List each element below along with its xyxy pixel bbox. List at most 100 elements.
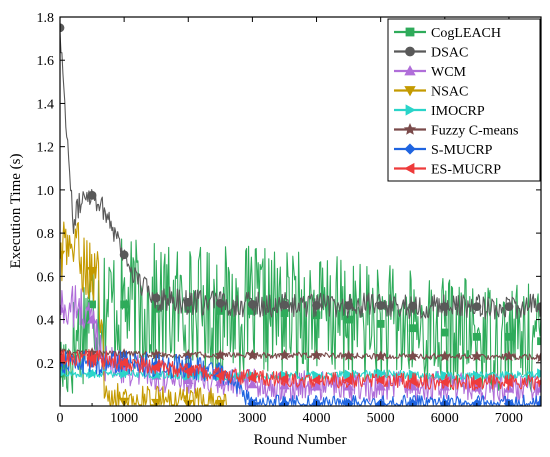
y-tick-label: 1.6 [37,54,55,69]
y-tick-label: 0.2 [37,357,55,372]
point-es-mucrp [60,353,64,364]
series-line-dsac [60,32,541,320]
point-fuzzy-c-means [342,349,355,361]
point-dsac [344,301,354,310]
point-wcm [86,314,98,324]
point-es-mucrp [471,377,481,388]
y-tick-label: 1.8 [37,11,55,26]
y-tick-label: 1.0 [37,184,55,199]
series-line-es-mucrp [60,349,541,391]
point-fuzzy-c-means [278,349,291,361]
point-es-mucrp [247,372,257,384]
point-fuzzy-c-means [310,349,323,361]
point-fuzzy-c-means [535,351,541,363]
point-fuzzy-c-means [407,350,419,362]
point-es-mucrp [182,366,193,377]
point-fuzzy-c-means [503,350,515,362]
point-es-mucrp [279,373,289,385]
point-dsac [87,190,97,200]
legend-item-nsac: NSAC [394,85,468,100]
x-tick-label: 7000 [495,411,523,426]
point-cogleach [505,332,513,341]
series-line-fuzzy-c-means [60,348,541,361]
point-wcm [535,383,541,393]
point-dsac [504,302,514,311]
series-dsac [60,23,541,320]
point-nsac [86,266,98,277]
y-tick-label: 0.8 [37,227,55,242]
point-es-mucrp [214,370,225,381]
point-imocrp [120,368,130,379]
point-wcm [247,379,258,389]
point-cogleach [537,337,541,346]
point-cogleach [344,315,353,324]
point-dsac [440,302,450,311]
point-s-mucrp [535,398,541,406]
legend-label: WCM [431,65,467,80]
point-dsac [215,298,225,308]
legend-marker-imocrp [405,104,416,116]
x-tick-label: 6000 [431,411,459,426]
point-cogleach [120,300,129,309]
point-cogleach [280,309,289,317]
x-axis-label: Round Number [254,432,347,448]
series-line-s-mucrp [60,350,541,406]
point-fuzzy-c-means [438,350,451,362]
x-tick-label: 2000 [174,411,202,426]
point-s-mucrp [279,398,290,406]
point-es-mucrp [311,374,321,386]
point-dsac [247,300,257,309]
x-tick-label: 3000 [238,411,266,426]
y-tick-label: 0.4 [37,314,55,329]
legend-marker-fuzzy-c-means [403,122,417,135]
y-tick-label: 1.4 [37,97,55,112]
point-fuzzy-c-means [246,349,259,361]
legend-item-dsac: DSAC [394,46,468,61]
point-s-mucrp [407,398,418,406]
point-dsac [376,301,386,310]
point-cogleach [472,332,481,341]
legend-item-es-mucrp: ES-MUCRP [394,163,501,178]
x-tick-label: 1000 [110,411,138,426]
point-dsac [60,23,65,33]
plot-frame [59,16,542,407]
y-axis-label: Execution Time (s) [8,153,24,268]
point-dsac [312,301,321,310]
axis-layer: 0 1000 2000 3000 4000 5000 6000 7000 0.2 0.4 0.6 0.… [37,11,541,426]
point-fuzzy-c-means [374,350,387,362]
point-es-mucrp [375,374,385,386]
series-fuzzy-c-means [60,345,541,363]
legend-label: CogLEACH [431,26,501,41]
legend: CogLEACH DSAC WCM NSAC IMOCRP Fuzzy C-means S-… [387,18,541,182]
point-dsac [151,293,161,303]
point-es-mucrp [86,353,96,364]
point-dsac [280,300,289,310]
point-s-mucrp [471,398,482,406]
legend-marker-cogleach [405,27,415,37]
legend-label: DSAC [431,46,468,61]
legend-marker-dsac [405,46,415,57]
x-tick-label: 0 [57,411,64,426]
point-wcm [60,303,66,313]
point-es-mucrp [503,377,513,388]
point-fuzzy-c-means [214,349,227,361]
legend-marker-wcm [404,65,416,76]
point-fuzzy-c-means [471,350,483,362]
legend-item-imocrp: IMOCRP [394,104,485,119]
point-dsac [408,301,418,311]
point-nsac [60,250,66,261]
y-tick-label: 1.2 [37,141,55,156]
point-wcm [375,381,386,391]
legend-item-s-mucrp: S-MUCRP [394,143,493,158]
legend-item-wcm: WCM [394,65,467,80]
point-cogleach [440,328,449,337]
point-es-mucrp [150,361,161,373]
point-s-mucrp [343,398,354,406]
legend-marker-es-mucrp [404,162,415,175]
point-nsac [151,398,162,406]
series-line-wcm [60,285,541,405]
point-es-mucrp [439,377,449,388]
point-imocrp [537,368,541,379]
legend-label: S-MUCRP [431,143,493,158]
